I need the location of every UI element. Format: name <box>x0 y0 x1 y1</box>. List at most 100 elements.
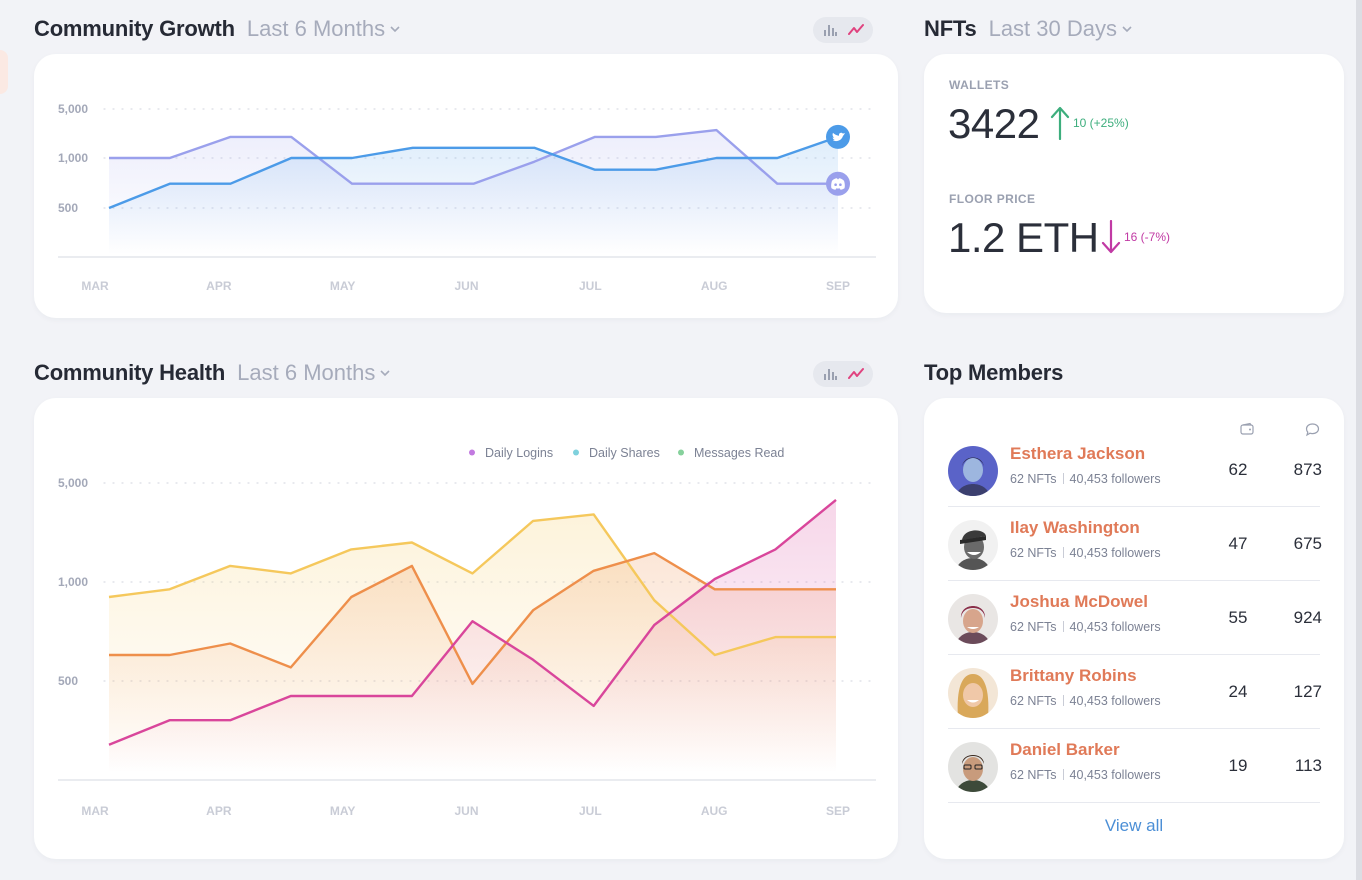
member-meta: 62 NFTs 40,453 followers <box>1010 546 1161 560</box>
window-scrollbar[interactable] <box>1356 0 1362 880</box>
member-name[interactable]: Esthera Jackson <box>1010 444 1146 463</box>
bar-chart-icon[interactable] <box>822 366 838 382</box>
community-health-range-label: Last 6 Months <box>237 360 376 385</box>
chevron-down-icon <box>390 26 400 33</box>
member-meta: 62 NFTs 40,453 followers <box>1010 768 1161 782</box>
member-message-count: 873 <box>1293 460 1322 479</box>
health-y-tick-label: 1,000 <box>58 575 88 589</box>
wallets-change: 10 (+25%) <box>1073 116 1129 130</box>
member-wallet-count: 47 <box>1228 534 1248 553</box>
member-followers: 40,453 followers <box>1069 546 1161 560</box>
meta-divider <box>1062 547 1064 558</box>
member-row[interactable]: Ilay Washington 62 NFTs 40,453 followers … <box>948 506 1322 581</box>
avatar[interactable] <box>948 594 998 644</box>
floor-price-value: 1.2 ETH <box>948 214 1099 261</box>
line-chart-icon[interactable] <box>848 22 864 38</box>
community-growth-card: 5,000 1,000 500 MAR APR MAY JUN JUL AUG SEP <box>34 54 898 318</box>
growth-x-tick-label: MAR <box>81 279 109 293</box>
health-x-tick-label: AUG <box>701 804 728 818</box>
community-growth-range-label: Last 6 Months <box>246 16 386 41</box>
member-message-count: 675 <box>1293 534 1322 553</box>
growth-y-tick-label: 1,000 <box>58 151 88 165</box>
avatar[interactable] <box>948 446 998 496</box>
member-nfts: 62 NFTs <box>1010 768 1057 782</box>
nfts-range-dropdown[interactable]: Last 30 Days <box>989 16 1133 42</box>
nfts-header: NFTs Last 30 Days <box>924 16 1133 42</box>
health-y-tick-label: 5,000 <box>58 476 88 490</box>
twitter-icon <box>826 124 850 149</box>
legend-label: Daily Shares <box>589 446 660 460</box>
community-growth-header: Community Growth Last 6 Months <box>34 16 401 42</box>
community-health-card: 5,000 1,000 500 MAR APR MAY JUN JUL AUG SEP Daily … <box>34 398 898 859</box>
growth-y-tick-label: 5,000 <box>58 102 88 116</box>
avatar[interactable] <box>948 520 998 570</box>
member-wallet-count: 19 <box>1228 756 1248 775</box>
member-row[interactable]: Joshua McDowel 62 NFTs 40,453 followers 5… <box>948 580 1322 655</box>
community-health-chart: 5,000 1,000 500 MAR APR MAY JUN JUL AUG SEP Daily … <box>58 446 877 818</box>
legend-dot <box>469 449 475 456</box>
member-name[interactable]: Joshua McDowel <box>1010 592 1148 611</box>
member-nfts: 62 NFTs <box>1010 546 1057 560</box>
member-row[interactable]: Daniel Barker 62 NFTs 40,453 followers 19… <box>948 728 1322 803</box>
health-series-area-2 <box>109 499 836 773</box>
community-growth-range-dropdown[interactable]: Last 6 Months <box>247 16 401 42</box>
member-meta: 62 NFTs 40,453 followers <box>1010 694 1161 708</box>
member-message-count: 113 <box>1294 756 1322 775</box>
wallets-label: WALLETS <box>949 78 1010 92</box>
member-wallet-count: 62 <box>1228 460 1248 479</box>
avatar[interactable] <box>948 742 998 792</box>
member-nfts: 62 NFTs <box>1010 620 1057 634</box>
meta-divider <box>1062 695 1064 706</box>
community-growth-chart: 5,000 1,000 500 MAR APR MAY JUN JUL AUG SEP <box>58 102 877 293</box>
chat-bubble-icon <box>1305 423 1320 437</box>
health-series-line-2 <box>108 498 837 746</box>
member-row[interactable]: Brittany Robins 62 NFTs 40,453 followers … <box>948 654 1322 729</box>
member-row[interactable]: Esthera Jackson 62 NFTs 40,453 followers … <box>948 432 1322 507</box>
top-members-header: Top Members <box>924 360 1063 386</box>
member-followers: 40,453 followers <box>1069 694 1161 708</box>
member-name[interactable]: Daniel Barker <box>1010 740 1120 759</box>
growth-x-tick-label: JUL <box>579 279 602 293</box>
nfts-range-label: Last 30 Days <box>988 16 1117 41</box>
legend-item: Daily Logins <box>469 446 553 460</box>
left-edge-tab <box>0 50 8 94</box>
bar-chart-icon[interactable] <box>822 22 838 38</box>
top-members-card: Esthera Jackson 62 NFTs 40,453 followers … <box>924 398 1344 859</box>
growth-series-area-1 <box>109 136 838 254</box>
member-name[interactable]: Ilay Washington <box>1010 518 1140 537</box>
member-followers: 40,453 followers <box>1069 768 1161 782</box>
community-health-chart-type-toggle <box>813 361 873 387</box>
growth-x-tick-label: JUN <box>454 279 478 293</box>
view-all-link[interactable]: View all <box>1104 816 1164 835</box>
health-series-line-0 <box>108 513 836 657</box>
health-x-tick-label: SEP <box>826 804 850 818</box>
member-name[interactable]: Brittany Robins <box>1010 666 1137 685</box>
line-chart-icon[interactable] <box>848 366 864 382</box>
top-members-title: Top Members <box>924 360 1064 385</box>
community-health-title: Community Health <box>34 360 226 385</box>
health-series-line-1 <box>109 551 836 686</box>
legend-item: Daily Shares <box>573 446 660 460</box>
floor-price-label: FLOOR PRICE <box>949 192 1036 206</box>
member-message-count: 924 <box>1293 608 1322 627</box>
community-health-range-dropdown[interactable]: Last 6 Months <box>237 360 391 386</box>
health-x-tick-label: APR <box>206 804 232 818</box>
health-x-tick-label: MAR <box>81 804 109 818</box>
community-growth-title: Community Growth <box>34 16 235 41</box>
health-x-tick-label: JUN <box>454 804 478 818</box>
legend-label: Daily Logins <box>485 446 553 460</box>
meta-divider <box>1062 621 1064 632</box>
avatar[interactable] <box>948 668 998 718</box>
health-x-tick-label: JUL <box>579 804 602 818</box>
legend-dot <box>573 449 579 456</box>
meta-divider <box>1062 769 1064 780</box>
growth-x-tick-label: APR <box>206 279 232 293</box>
growth-x-tick-label: SEP <box>826 279 850 293</box>
chevron-down-icon <box>380 370 390 377</box>
member-nfts: 62 NFTs <box>1010 472 1057 486</box>
member-followers: 40,453 followers <box>1069 620 1161 634</box>
member-message-count: 127 <box>1293 682 1322 701</box>
legend-dot <box>678 449 684 456</box>
discord-icon <box>826 171 850 196</box>
growth-y-tick-label: 500 <box>58 201 78 215</box>
